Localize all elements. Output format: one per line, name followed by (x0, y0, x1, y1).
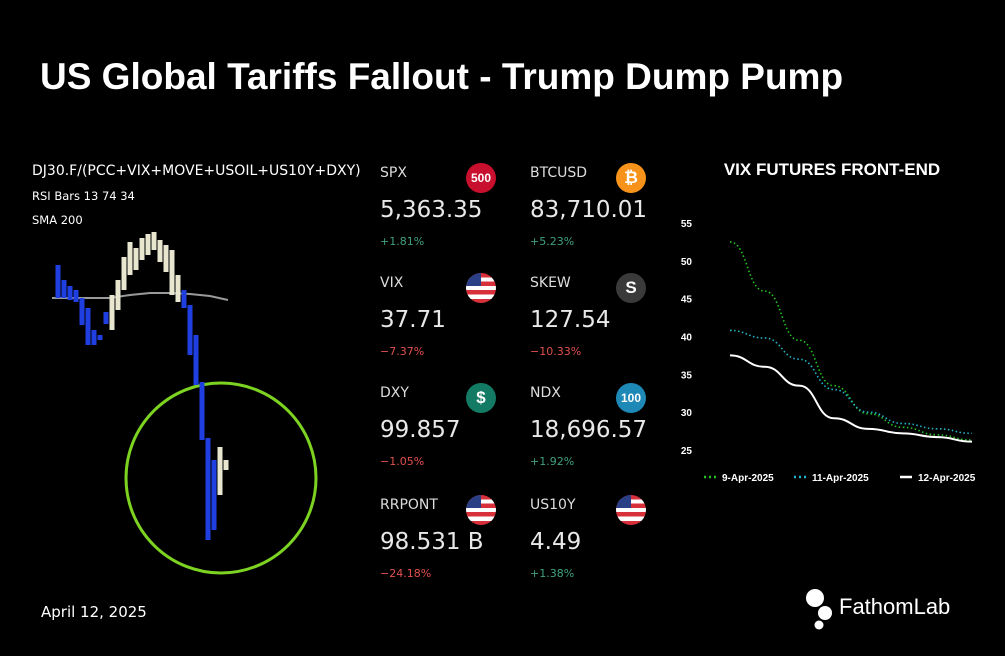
series-line-2 (729, 354, 973, 443)
ticker-change: +1.38% (530, 567, 575, 580)
ticker-us10y: US10Y 4.49 +1.38% (530, 495, 700, 597)
ratio-bar (175, 275, 181, 302)
y-tick-label: 55 (681, 219, 693, 230)
ratio-bar (223, 460, 229, 470)
ratio-bar (211, 460, 217, 530)
fathomlab-mark-icon (806, 589, 832, 630)
ticker-btcusd: BTCUSD ₿ 83,710.01 +5.23% (530, 163, 700, 265)
page-title: US Global Tariffs Fallout - Trump Dump P… (40, 56, 844, 97)
y-tick-label: 50 (681, 257, 693, 268)
ticker-name: RRPONT (380, 497, 438, 513)
legend-label: 12-Apr-2025 (918, 473, 976, 484)
ticker-name: NDX (530, 385, 561, 401)
ratio-bar (121, 257, 127, 290)
ticker-value: 127.54 (530, 307, 611, 333)
ticker-name: SKEW (530, 275, 571, 291)
ratio-bar (151, 232, 157, 250)
ratio-bar (97, 335, 103, 340)
us-flag-icon (466, 495, 496, 525)
bitcoin-icon: ₿ (616, 163, 646, 193)
ratio-bar (205, 438, 211, 540)
ratio-bar (79, 298, 85, 325)
y-tick-label: 35 (681, 370, 693, 381)
ticker-name: US10Y (530, 497, 576, 513)
ticker-rrpont: RRPONT 98.531 B −24.18% (380, 495, 550, 597)
us-flag-icon (466, 273, 496, 303)
ratio-bar (217, 447, 223, 495)
ticker-name: VIX (380, 275, 404, 291)
fathomlab-logo: FathomLab (803, 584, 950, 632)
ticker-change: −7.37% (380, 345, 425, 358)
ratio-bar (127, 242, 133, 275)
ticker-name: SPX (380, 165, 407, 181)
ratio-bar (181, 290, 187, 308)
ticker-name: BTCUSD (530, 165, 588, 181)
ratio-bar (109, 295, 115, 330)
ratio-bar (67, 286, 73, 300)
y-tick-label: 45 (681, 295, 693, 306)
ticker-value: 18,696.57 (530, 417, 648, 443)
highlight-circle (124, 381, 318, 575)
series-line-0 (729, 241, 973, 441)
ratio-bar (73, 290, 79, 302)
ticker-name: DXY (380, 385, 409, 401)
ratio-bar (133, 248, 139, 270)
ticker-value: 83,710.01 (530, 197, 648, 223)
ratio-bar (115, 280, 121, 310)
legend-label: 9-Apr-2025 (722, 473, 774, 484)
ratio-bar (61, 280, 67, 298)
ratio-bar (103, 312, 109, 324)
ratio-bar (157, 240, 163, 262)
us-flag-icon (616, 495, 646, 525)
brand-name: FathomLab (839, 594, 951, 619)
ratio-bar (163, 245, 169, 272)
chart-title: VIX FUTURES FRONT-END (724, 160, 940, 179)
ratio-bar (145, 234, 151, 255)
ratio-bar (199, 382, 205, 440)
ratio-bar (91, 330, 97, 345)
ticker-value: 99.857 (380, 417, 461, 443)
dollar-icon: $ (466, 383, 496, 413)
ratio-symbol: DJ30.F/(PCC+VIX+MOVE+USOIL+US10Y+DXY) (32, 163, 361, 179)
ratio-bar (169, 250, 175, 295)
ratio-bar (139, 238, 145, 260)
y-tick-label: 30 (681, 408, 693, 419)
ticker-change: +5.23% (530, 235, 575, 248)
ratio-bar (55, 265, 61, 298)
ratio-bar (85, 308, 91, 345)
skew-s-icon: S (616, 273, 646, 303)
series-line-1 (729, 329, 973, 435)
ratio-bar (193, 335, 199, 385)
ticker-change: −1.05% (380, 455, 425, 468)
ticker-value: 4.49 (530, 529, 582, 555)
ticker-change: −24.18% (380, 567, 432, 580)
ticker-change: −10.33% (530, 345, 582, 358)
date-label: April 12, 2025 (41, 603, 147, 621)
sp500-icon: 500 (466, 163, 496, 193)
ticker-change: +1.92% (530, 455, 575, 468)
ticker-dxy: DXY $99.857 −1.05% (380, 383, 550, 485)
nasdaq100-icon: 100 (616, 383, 646, 413)
ticker-ndx: NDX 100 18,696.57 +1.92% (530, 383, 700, 485)
rsi-indicator-label: RSI Bars 13 74 34 (32, 189, 135, 203)
y-tick-label: 40 (681, 333, 693, 344)
ticker-vix: VIX 37.71 −7.37% (380, 273, 550, 375)
y-tick-label: 25 (681, 446, 693, 457)
ticker-value: 37.71 (380, 307, 446, 333)
legend-label: 11-Apr-2025 (812, 473, 869, 484)
ticker-spx: SPX 500 5,363.35 +1.81% (380, 163, 550, 265)
ticker-value: 98.531 B (380, 529, 484, 555)
sma-200-line (52, 292, 229, 301)
ticker-change: +1.81% (380, 235, 425, 248)
ticker-value: 5,363.35 (380, 197, 483, 223)
dj30-ratio-chart: DJ30.F/(PCC+VIX+MOVE+USOIL+US10Y+DXY) RS… (0, 150, 361, 590)
vix-futures-chart: VIX FUTURES FRONT-END 25 30 35 40 45 50 55 9-Apr… (681, 160, 976, 484)
ratio-candle-chart (52, 232, 318, 575)
sma-indicator-label: SMA 200 (32, 213, 83, 227)
ticker-skew: SKEW S 127.54 −10.33% (530, 273, 700, 375)
ratio-bar (187, 305, 193, 355)
